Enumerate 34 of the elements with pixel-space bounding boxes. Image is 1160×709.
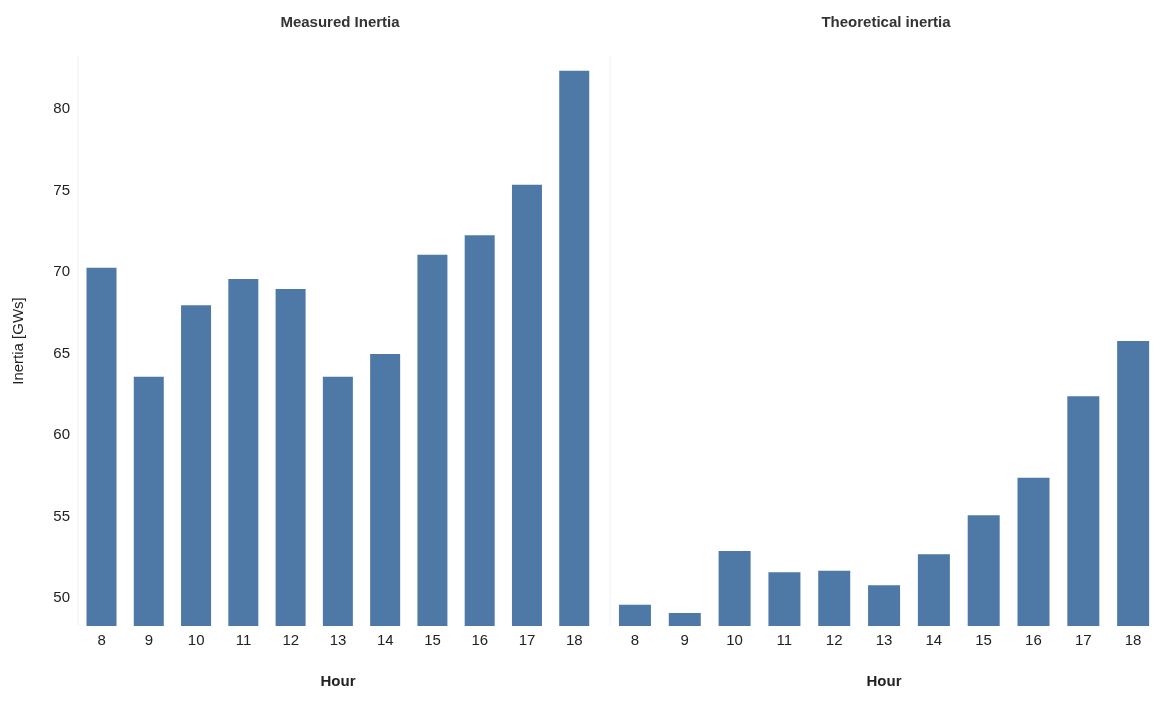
- x-tick-label: 9: [680, 630, 689, 648]
- x-tick-label: 17: [518, 630, 536, 648]
- x-tick-label: 18: [1124, 630, 1142, 648]
- x-axis-title: Hour: [320, 672, 356, 689]
- x-tick-label: 13: [329, 630, 347, 648]
- x-tick-label: 15: [975, 630, 992, 648]
- x-tick-label: 11: [235, 630, 252, 648]
- y-axis-title: Inertia [GWs]: [9, 297, 27, 385]
- y-tick-label: 80: [53, 99, 70, 117]
- chart-title: Theoretical inertia: [820, 12, 952, 32]
- y-tick-label: 70: [53, 262, 70, 280]
- x-tick-label: 13: [875, 630, 893, 648]
- x-tick-label: 16: [471, 630, 489, 648]
- x-tick-label: 10: [187, 630, 205, 648]
- x-tick-label: 9: [144, 630, 154, 648]
- x-tick-label: 10: [726, 630, 743, 648]
- y-tick-label: 65: [53, 343, 70, 361]
- x-tick-label: 8: [97, 630, 106, 648]
- x-tick-label: 14: [925, 630, 943, 648]
- x-tick-label: 8: [630, 630, 640, 648]
- x-tick-label: 15: [424, 630, 441, 648]
- y-tick-label: 55: [53, 506, 70, 524]
- x-tick-label: 14: [376, 630, 394, 648]
- y-tick-label: 50: [53, 588, 70, 606]
- x-tick-label: 11: [776, 630, 793, 648]
- y-tick-label: 75: [53, 180, 70, 198]
- x-tick-label: 17: [1074, 630, 1092, 648]
- y-tick-label: 60: [53, 425, 70, 443]
- x-tick-label: 16: [1025, 630, 1042, 648]
- x-tick-label: 18: [566, 630, 583, 648]
- x-tick-label: 12: [282, 630, 300, 648]
- x-axis-title: Hour: [866, 672, 902, 689]
- chart-title: Measured Inertia: [279, 12, 401, 32]
- x-tick-label: 12: [825, 630, 843, 648]
